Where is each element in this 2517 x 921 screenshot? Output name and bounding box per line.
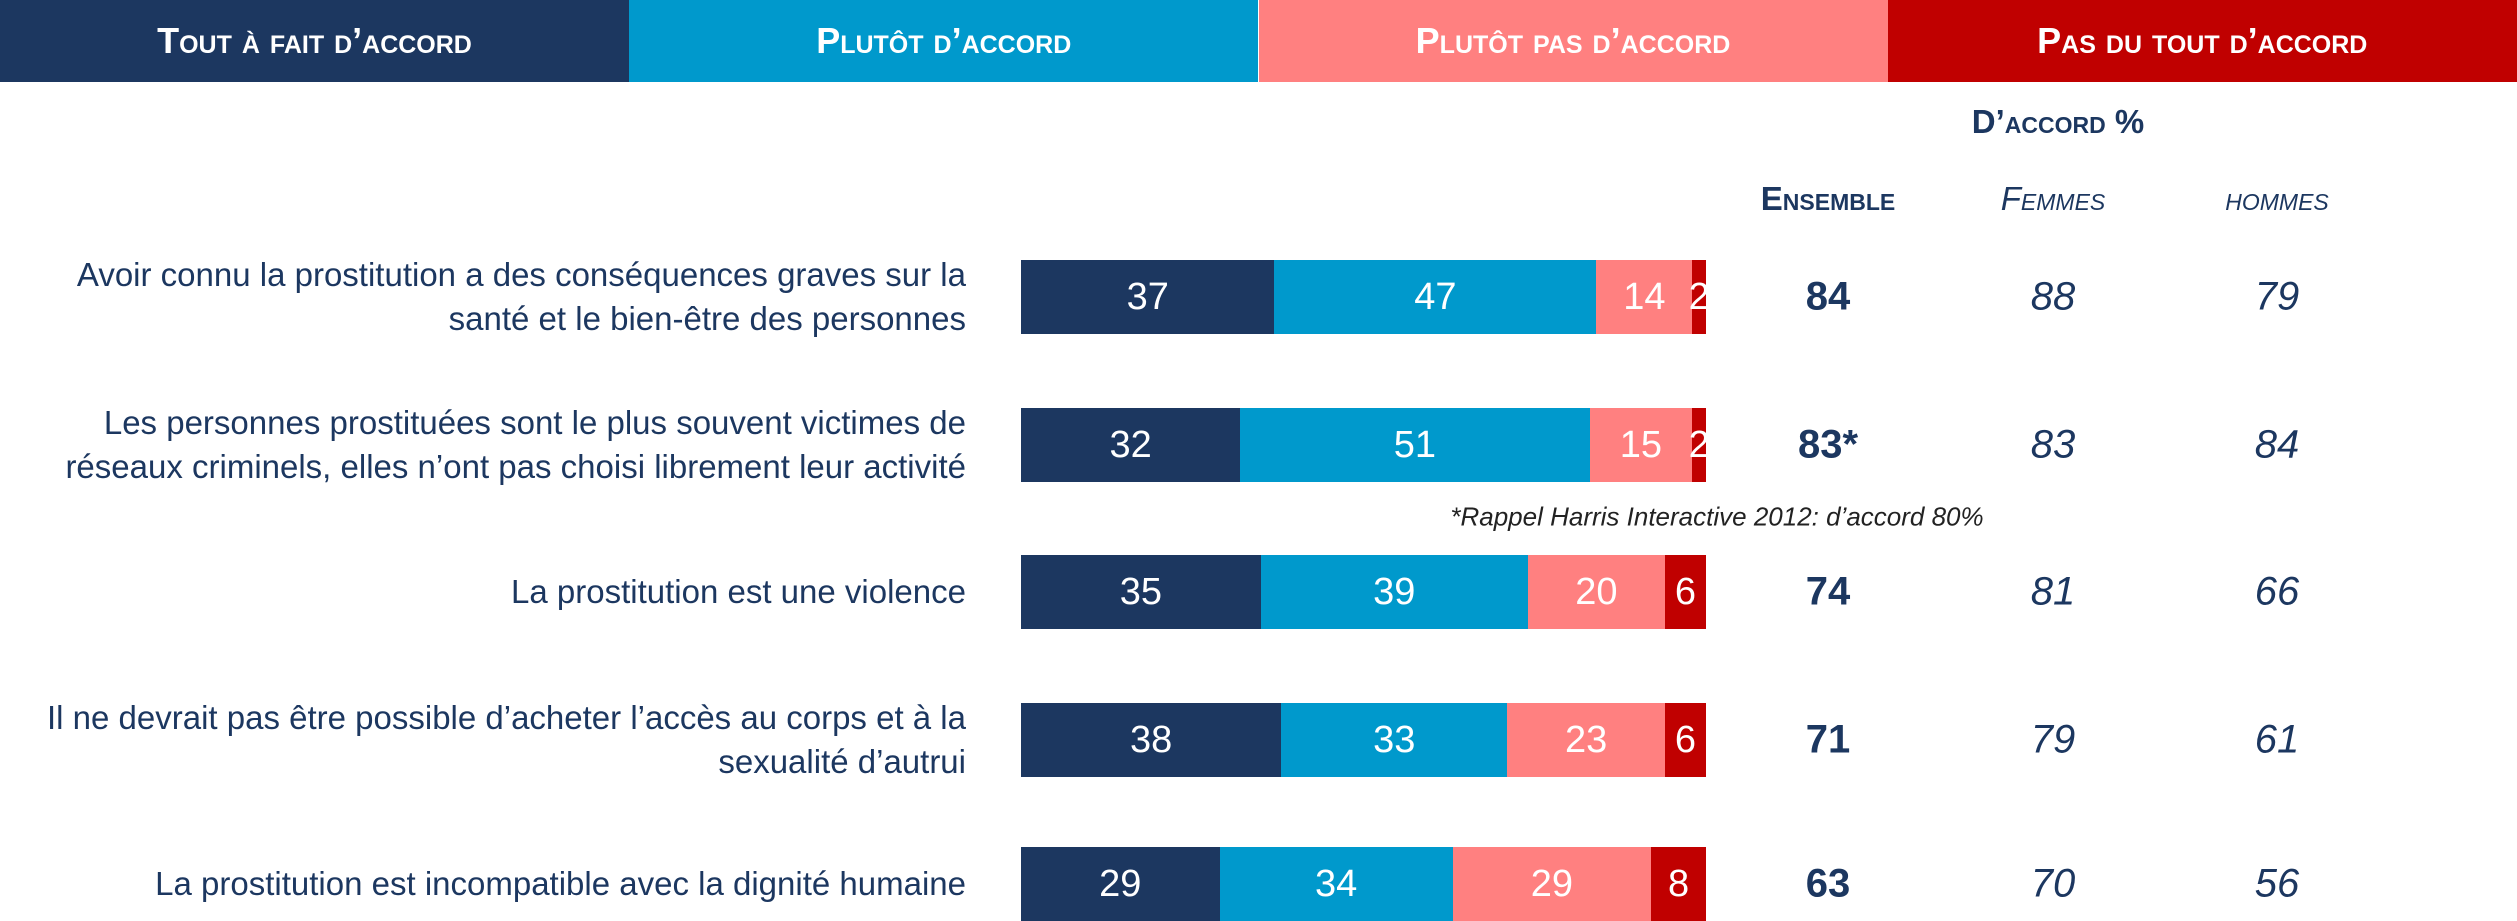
data-label: 8 <box>1668 862 1690 905</box>
data-label: 20 <box>1575 570 1618 613</box>
table-cell: 84 <box>2254 422 2300 467</box>
table-cell: 84 <box>1805 274 1851 319</box>
bar: 38 <box>1021 703 1282 777</box>
bar: 15 <box>1589 408 1693 482</box>
bar: 33 <box>1281 703 1508 777</box>
bar: 14 <box>1596 260 1693 334</box>
data-label: 35 <box>1119 570 1163 613</box>
bar: 6 <box>1664 703 1706 777</box>
bar: 20 <box>1527 555 1665 629</box>
data-label: 6 <box>1674 570 1696 613</box>
table-cell: 83* <box>1797 422 1859 467</box>
table-cell: 88 <box>2030 274 2076 319</box>
bar: 2 <box>1689 260 1710 334</box>
bar: 51 <box>1240 408 1590 482</box>
data-label: 23 <box>1564 718 1608 761</box>
data-label: 37 <box>1126 275 1169 318</box>
legend-item: Plutôt pas d’accord <box>1258 0 1888 82</box>
data-label: 34 <box>1314 862 1358 905</box>
bar: 8 <box>1651 847 1706 921</box>
table-cell: 66 <box>2254 569 2300 614</box>
legend-item: Plutôt d’accord <box>629 0 1259 82</box>
bar: 6 <box>1664 555 1706 629</box>
table-title: D’accord % <box>1971 103 2145 140</box>
data-label: 51 <box>1393 423 1436 466</box>
table-cell: 74 <box>1805 569 1851 614</box>
table-cell: 81 <box>2030 569 2076 614</box>
bar: 37 <box>1021 260 1275 334</box>
bar: 34 <box>1219 847 1453 921</box>
table-cell: 71 <box>1805 717 1851 762</box>
data-label: 33 <box>1373 718 1416 761</box>
category-label: Il ne devrait pas être possible d’achete… <box>46 699 966 780</box>
table-cell: 83 <box>2030 422 2076 467</box>
data-label: 29 <box>1099 862 1142 905</box>
data-label: 29 <box>1530 862 1573 905</box>
table-cell: 61 <box>2254 717 2300 762</box>
bar: 29 <box>1452 847 1652 921</box>
data-label: 14 <box>1623 275 1666 318</box>
legend-item: Tout à fait d’accord <box>0 0 629 82</box>
data-label: 47 <box>1414 275 1457 318</box>
category-label: Avoir connu la prostitution a des conséq… <box>76 256 966 337</box>
note: *Rappel Harris Interactive 2012: d’accor… <box>1450 501 1984 532</box>
column-header: hommes <box>2225 180 2329 217</box>
data-label: 2 <box>1688 423 1710 466</box>
data-label: 39 <box>1373 570 1416 613</box>
category-label: La prostitution est incompatible avec la… <box>155 865 966 902</box>
data-label: 6 <box>1674 718 1696 761</box>
data-label: 38 <box>1130 718 1173 761</box>
bar: 23 <box>1507 703 1665 777</box>
bar: 32 <box>1021 408 1241 482</box>
category-label: La prostitution est une violence <box>511 573 966 610</box>
bar: 2 <box>1689 408 1710 482</box>
table-cell: 79 <box>2030 717 2076 762</box>
column-header: Femmes <box>2000 180 2106 217</box>
category-label: Les personnes prostituées sont le plus s… <box>65 404 966 485</box>
column-header: Ensemble <box>1760 180 1896 217</box>
legend-item: Pas du tout d’accord <box>1887 0 2517 82</box>
table-cell: 70 <box>2030 861 2076 906</box>
bar: 47 <box>1274 260 1597 334</box>
table-cell: 63 <box>1805 861 1851 906</box>
data-label: 2 <box>1688 275 1710 318</box>
bar: 35 <box>1021 555 1261 629</box>
bar: 39 <box>1260 555 1528 629</box>
table-cell: 56 <box>2254 861 2300 906</box>
data-label: 15 <box>1619 423 1663 466</box>
table-cell: 79 <box>2254 274 2300 319</box>
data-label: 32 <box>1109 423 1152 466</box>
bar: 29 <box>1021 847 1220 921</box>
